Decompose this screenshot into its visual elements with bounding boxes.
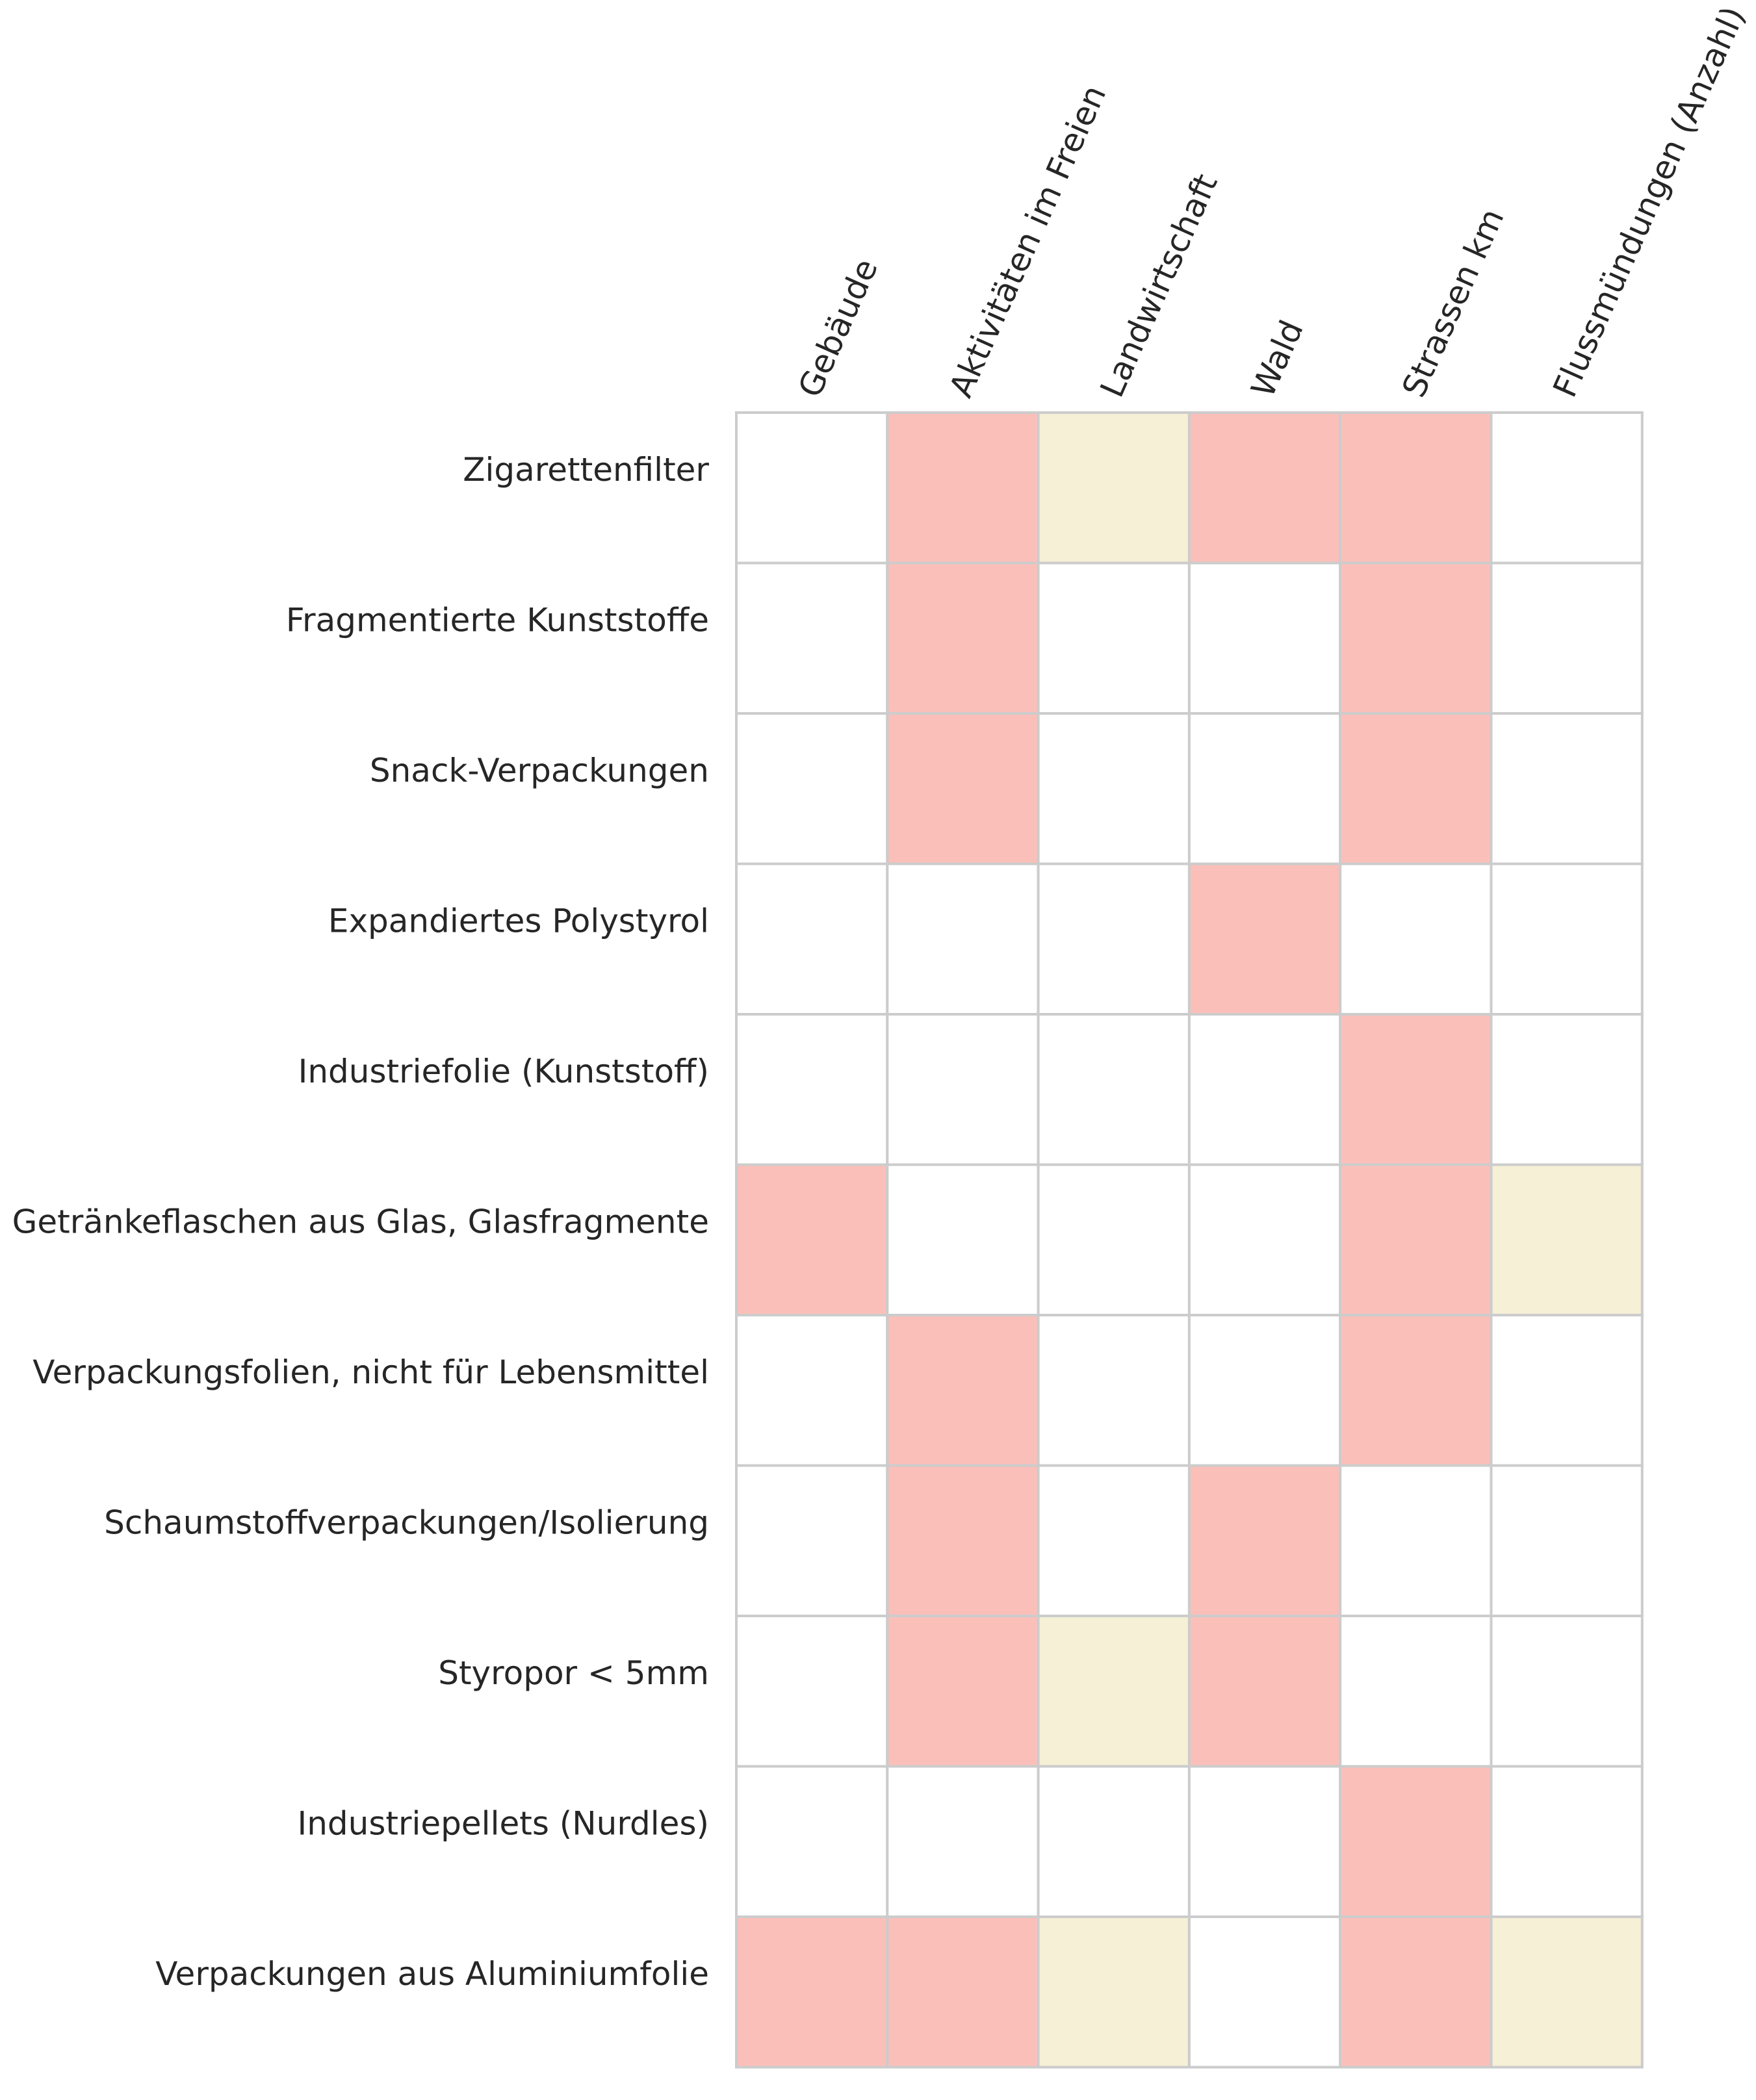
cell-r3-c3 [1037, 712, 1191, 865]
cell-r5-c6 [1490, 1013, 1644, 1166]
row-label-verpackungsfolien-nicht-fur-lebensmittel: Verpackungsfolien, nicht für Lebensmitte… [32, 1353, 709, 1391]
cell-r2-c1 [735, 561, 889, 715]
column-label-strassen-km: Strassen km [1395, 203, 1511, 402]
cell-r10-c3 [1037, 1765, 1191, 1918]
cell-r6-c5 [1339, 1163, 1493, 1316]
cell-r2-c4 [1187, 561, 1342, 715]
row-label-zigarettenfilter: Zigarettenfilter [463, 451, 709, 489]
cell-r3-c5 [1339, 712, 1493, 865]
cell-r5-c1 [735, 1013, 889, 1166]
cell-r1-c4 [1187, 411, 1342, 565]
cell-r10-c2 [886, 1765, 1040, 1918]
cell-r7-c1 [735, 1314, 889, 1467]
cell-r9-c4 [1187, 1615, 1342, 1768]
cell-r8-c4 [1187, 1464, 1342, 1617]
column-labels: Gebäude Aktivitäten im FreienLandwirtscha… [791, 1, 1752, 402]
cell-r6-c4 [1187, 1163, 1342, 1316]
cell-r4-c4 [1187, 862, 1342, 1016]
cell-r8-c1 [735, 1464, 889, 1617]
column-label-wald: Wald [1244, 314, 1311, 403]
column-label-flussmundungen-anzahl: Flussmündungen (Anzahl) [1546, 1, 1753, 402]
cell-r4-c6 [1490, 862, 1644, 1016]
cell-r11-c4 [1187, 1915, 1342, 2069]
cell-r11-c5 [1339, 1915, 1493, 2069]
cell-r11-c1 [735, 1915, 889, 2069]
cell-r9-c3 [1037, 1615, 1191, 1768]
cell-r9-c6 [1490, 1615, 1644, 1768]
cell-r3-c2 [886, 712, 1040, 865]
cell-r7-c4 [1187, 1314, 1342, 1467]
cell-r1-c2 [886, 411, 1040, 565]
cell-r8-c5 [1339, 1464, 1493, 1617]
cell-r6-c2 [886, 1163, 1040, 1316]
row-label-styropor-5mm: Styropor < 5mm [438, 1654, 709, 1692]
column-label-gebaude: Gebäude [791, 253, 885, 403]
cell-r2-c6 [1490, 561, 1644, 715]
cell-r1-c1 [735, 411, 889, 565]
cell-r8-c3 [1037, 1464, 1191, 1617]
cell-r7-c2 [886, 1314, 1040, 1467]
cell-r2-c2 [886, 561, 1040, 715]
cell-r10-c4 [1187, 1765, 1342, 1918]
cell-r5-c3 [1037, 1013, 1191, 1166]
cell-r10-c6 [1490, 1765, 1644, 1918]
cell-r11-c3 [1037, 1915, 1191, 2069]
cell-r9-c1 [735, 1615, 889, 1768]
cell-r4-c1 [735, 862, 889, 1016]
cell-r2-c3 [1037, 561, 1191, 715]
cell-r5-c4 [1187, 1013, 1342, 1166]
row-label-verpackungen-aus-aluminiumfolie: Verpackungen aus Aluminiumfolie [155, 1955, 709, 1993]
cell-r6-c1 [735, 1163, 889, 1316]
cell-r4-c2 [886, 862, 1040, 1016]
cell-r11-c2 [886, 1915, 1040, 2069]
cell-r7-c5 [1339, 1314, 1493, 1467]
cell-r10-c1 [735, 1765, 889, 1918]
cell-r6-c6 [1490, 1163, 1644, 1316]
cell-r9-c2 [886, 1615, 1040, 1768]
cell-r8-c2 [886, 1464, 1040, 1617]
cell-r1-c3 [1037, 411, 1191, 565]
cell-r1-c6 [1490, 411, 1644, 565]
cell-r3-c1 [735, 712, 889, 865]
heatmap-cells [735, 411, 1644, 2069]
cell-r3-c6 [1490, 712, 1644, 865]
cell-r4-c5 [1339, 862, 1493, 1016]
row-label-snack-verpackungen: Snack-Verpackungen [370, 752, 709, 789]
row-label-fragmentierte-kunststoffe: Fragmentierte Kunststoffe [286, 601, 709, 639]
cell-r2-c5 [1339, 561, 1493, 715]
row-label-getrankeflaschen-aus-glas-glasfragmente: Getränkeflaschen aus Glas, Glasfragmente [12, 1203, 709, 1240]
column-label-landwirtschaft: Landwirtschaft [1093, 168, 1225, 403]
column-label-aktivitaten-im-freien: Aktivitäten im Freien [942, 80, 1113, 403]
cell-r7-c3 [1037, 1314, 1191, 1467]
cell-r5-c2 [886, 1013, 1040, 1166]
cell-r6-c3 [1037, 1163, 1191, 1316]
cell-r4-c3 [1037, 862, 1191, 1016]
cell-r11-c6 [1490, 1915, 1644, 2069]
cell-r3-c4 [1187, 712, 1342, 865]
cell-r8-c6 [1490, 1464, 1644, 1617]
cell-r5-c5 [1339, 1013, 1493, 1166]
cell-r9-c5 [1339, 1615, 1493, 1768]
row-label-industriepellets-nurdles: Industriepellets (Nurdles) [297, 1804, 709, 1842]
row-label-schaumstoffverpackungen-isolierung: Schaumstoffverpackungen/Isolierung [104, 1504, 709, 1541]
cell-r1-c5 [1339, 411, 1493, 565]
cell-r7-c6 [1490, 1314, 1644, 1467]
cell-r10-c5 [1339, 1765, 1493, 1918]
row-label-industriefolie-kunststoff: Industriefolie (Kunststoff) [298, 1053, 709, 1090]
row-labels: Zigarettenfilter Fragmentierte Kunststoff… [12, 451, 710, 1993]
row-label-expandiertes-polystyrol: Expandiertes Polystyrol [328, 902, 709, 940]
